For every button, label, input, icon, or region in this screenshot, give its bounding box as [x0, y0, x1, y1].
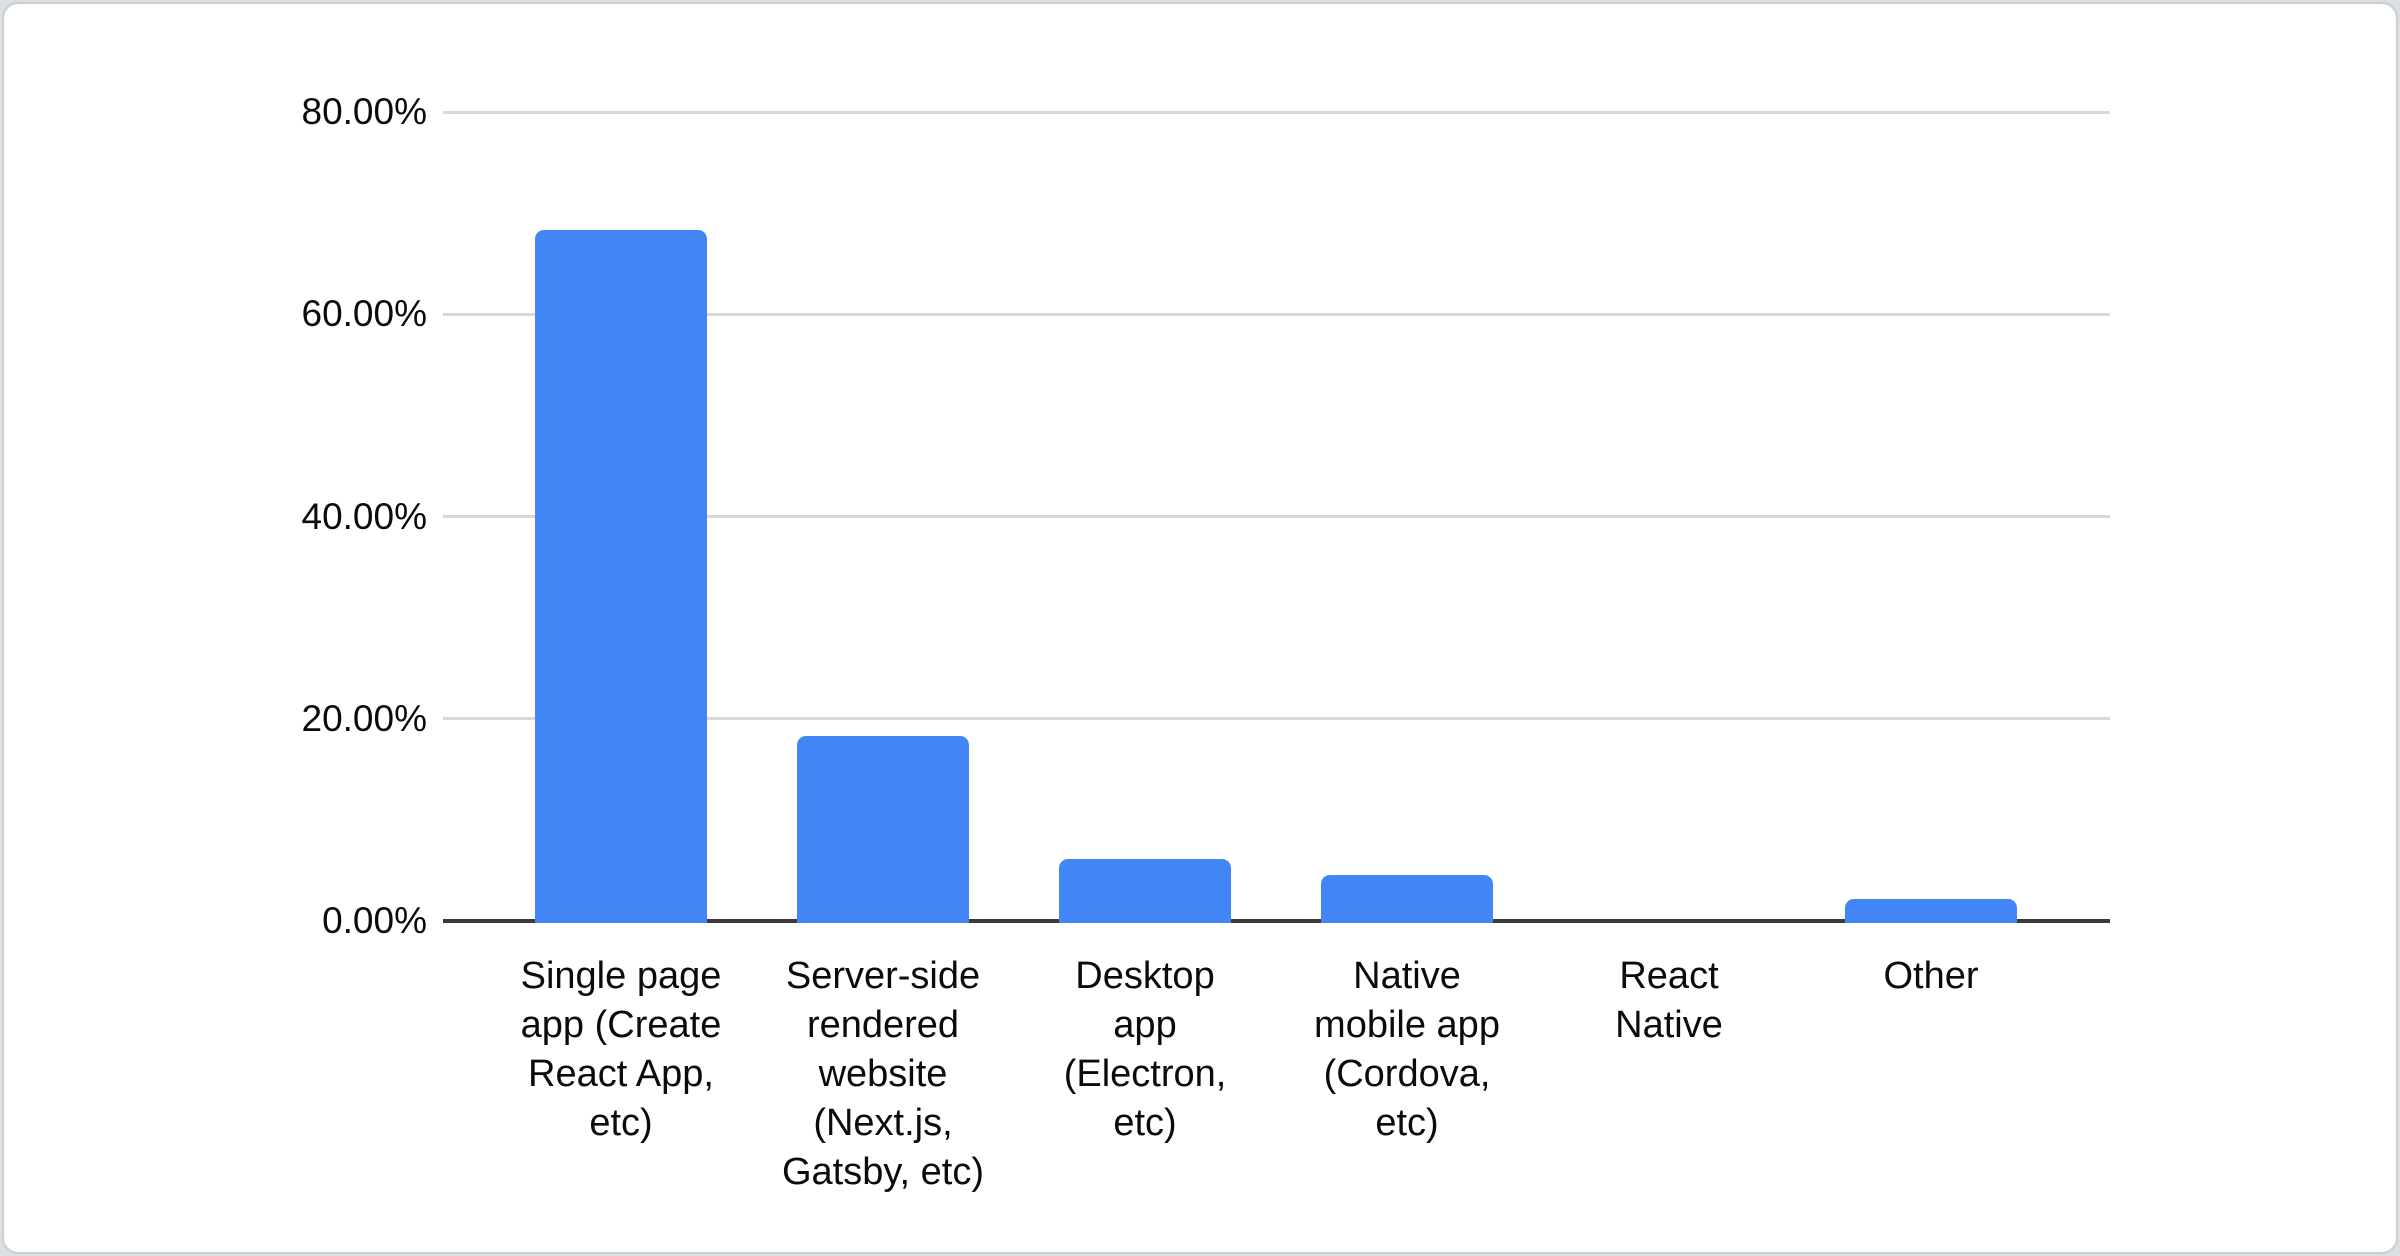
- y-axis-tick-label: 40.00%: [301, 495, 428, 537]
- category-label-line: app (Create: [520, 1004, 722, 1046]
- y-axis-tick-label: 20.00%: [301, 697, 428, 739]
- category-label: Server-side rendered website (Next.js, Gatsb…: [732, 952, 1034, 1197]
- gridline: [443, 515, 2110, 518]
- category-label-line: Other: [1883, 955, 1979, 997]
- category-label-line: Native: [1615, 1004, 1723, 1046]
- bar: [535, 230, 707, 923]
- x-axis-line: [443, 919, 2110, 923]
- bar: [1059, 859, 1231, 923]
- gridline: [443, 110, 2110, 114]
- category-label-line: (Cordova,: [1323, 1053, 1491, 1095]
- category-label-line: (Electron,: [1063, 1053, 1227, 1095]
- category-label-line: Single page: [520, 955, 722, 997]
- category-label: React Native: [1518, 952, 1820, 1050]
- gridline: [443, 312, 2110, 316]
- category-label-line: website: [818, 1053, 948, 1095]
- category-label-line: mobile app: [1314, 1004, 1500, 1046]
- category-label-line: Native: [1353, 955, 1461, 997]
- category-label-line: etc): [589, 1102, 653, 1144]
- category-label: Desktop app (Electron, etc): [994, 952, 1296, 1148]
- category-label-line: app: [1113, 1004, 1177, 1046]
- category-label-line: Desktop: [1075, 955, 1215, 997]
- category-label-line: rendered: [806, 1004, 960, 1046]
- category-label: Other: [1780, 952, 2082, 1001]
- bar: [797, 735, 969, 923]
- category-label-line: etc): [1375, 1102, 1439, 1144]
- y-axis-tick-label: 0.00%: [322, 900, 427, 941]
- category-label-line: React: [1619, 955, 1719, 997]
- bar: [1845, 898, 2017, 923]
- category-label-line: Gatsby, etc): [781, 1151, 985, 1193]
- category-label-line: React App,: [528, 1053, 714, 1095]
- y-axis-tick-label: 60.00%: [301, 293, 428, 335]
- category-label-line: etc): [1113, 1102, 1177, 1144]
- bar: [1321, 875, 1493, 923]
- y-axis-tick-label: 80.00%: [301, 91, 428, 132]
- category-label: Native mobile app (Cordova, etc): [1256, 952, 1558, 1148]
- gridline: [443, 717, 2110, 721]
- category-label-line: Server-side: [785, 955, 981, 997]
- category-label-line: (Next.js,: [813, 1102, 953, 1144]
- category-label: Single page app (Create React App, etc): [470, 952, 772, 1148]
